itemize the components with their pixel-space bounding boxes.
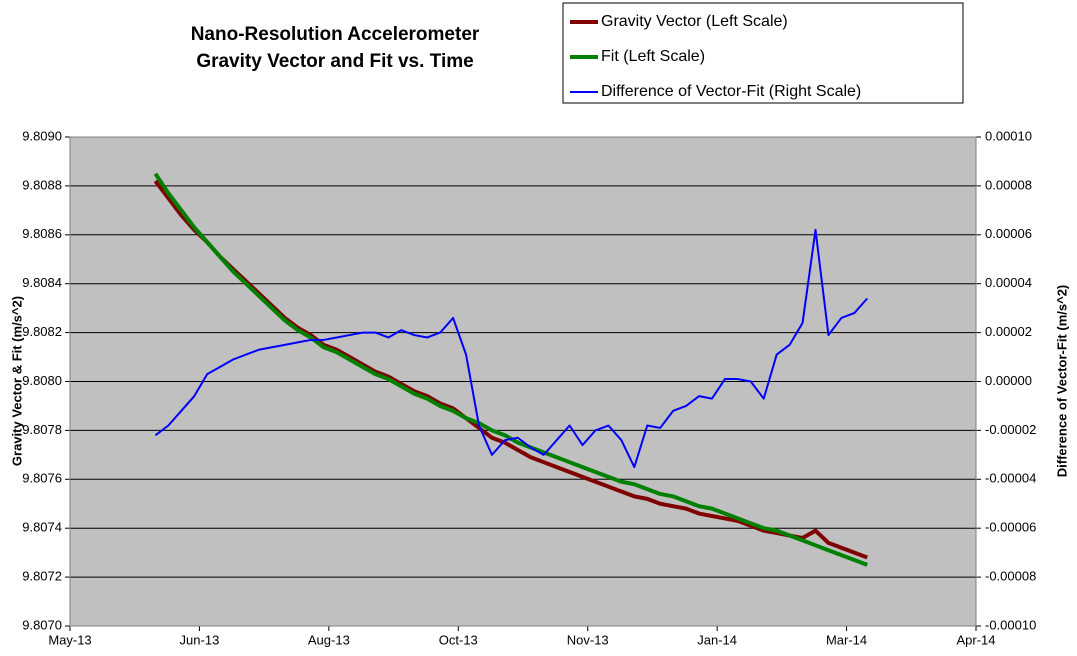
y2-tick-label: 0.00006 xyxy=(985,226,1032,241)
legend xyxy=(562,2,964,104)
y-tick-label: 9.8072 xyxy=(22,569,62,584)
y2-tick-label: 0.00000 xyxy=(985,373,1032,388)
series-line xyxy=(154,228,869,469)
y-axis-title: Gravity Vector & Fit (m/s^2) xyxy=(9,296,24,466)
x-tick-label: May-13 xyxy=(48,632,91,647)
y2-axis-title: Difference of Vector-Fit (m/s^2) xyxy=(1054,285,1069,478)
chart-title: Nano-Resolution Accelerometer xyxy=(191,24,480,45)
y-tick-label: 9.8090 xyxy=(22,128,62,143)
y2-tick-label: 0.00004 xyxy=(985,275,1032,290)
x-tick-label: Nov-13 xyxy=(567,632,609,647)
chart-subtitle: Gravity Vector and Fit vs. Time xyxy=(196,51,473,72)
x-tick-label: Apr-14 xyxy=(956,632,995,647)
legend-label: Fit (Left Scale) xyxy=(601,48,705,65)
x-tick-label: Mar-14 xyxy=(826,632,867,647)
y2-tick-label: 0.00008 xyxy=(985,177,1032,192)
y-tick-label: 9.8076 xyxy=(22,471,62,486)
y2-tick-label: 0.00002 xyxy=(985,324,1032,339)
y-tick-label: 9.8088 xyxy=(22,177,62,192)
y-tick-label: 9.8082 xyxy=(22,324,62,339)
y2-tick-label: 0.00010 xyxy=(985,128,1032,143)
y2-tick-label: -0.00010 xyxy=(985,617,1036,632)
x-tick-label: Aug-13 xyxy=(308,632,350,647)
y-tick-label: 9.8070 xyxy=(22,617,62,632)
x-tick-label: Jan-14 xyxy=(697,632,737,647)
x-tick-label: Oct-13 xyxy=(439,632,478,647)
y-tick-label: 9.8080 xyxy=(22,373,62,388)
y-tick-label: 9.8086 xyxy=(22,226,62,241)
y2-tick-label: -0.00008 xyxy=(985,569,1036,584)
y-tick-label: 9.8078 xyxy=(22,422,62,437)
x-tick-label: Jun-13 xyxy=(180,632,220,647)
y-tick-label: 9.8074 xyxy=(22,520,62,535)
legend-label: Gravity Vector (Left Scale) xyxy=(601,13,788,30)
plot-border xyxy=(69,136,977,627)
y2-tick-label: -0.00002 xyxy=(985,422,1036,437)
y2-tick-label: -0.00004 xyxy=(985,471,1036,486)
y2-tick-label: -0.00006 xyxy=(985,520,1036,535)
y-tick-label: 9.8084 xyxy=(22,275,62,290)
legend-label: Difference of Vector-Fit (Right Scale) xyxy=(601,83,861,100)
